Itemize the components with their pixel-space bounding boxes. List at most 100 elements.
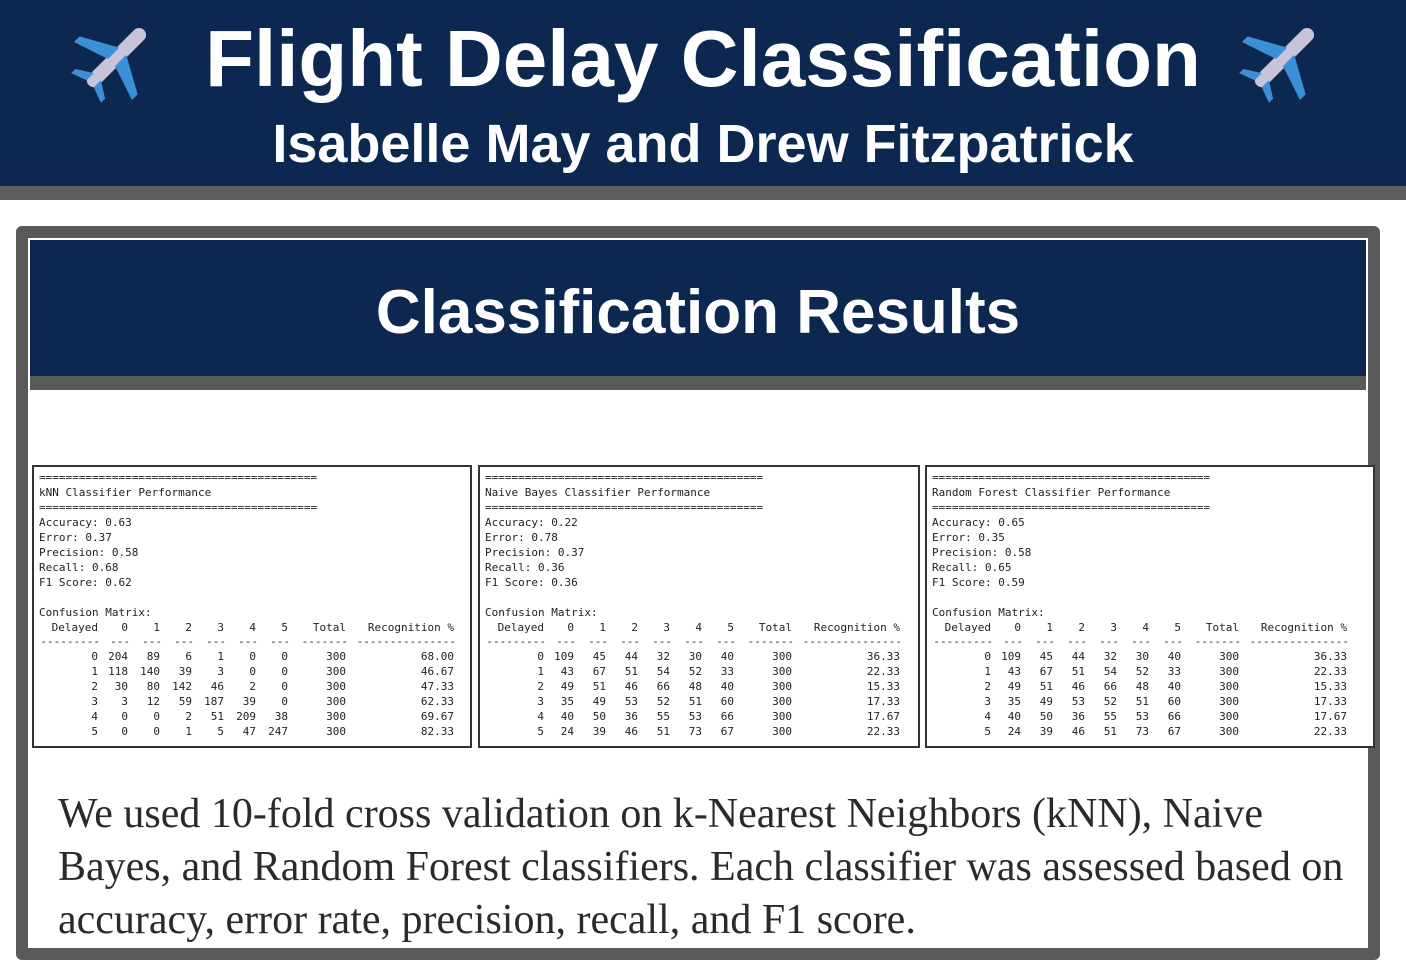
matrix-cell: 0: [281, 650, 288, 663]
rule: ========================================…: [39, 471, 318, 484]
matrix-cell: 5: [537, 725, 544, 738]
column-rule: ---: [652, 635, 672, 648]
matrix-cell: 89: [146, 650, 160, 663]
column-rule: ---: [620, 635, 640, 648]
matrix-cell: 0: [984, 650, 991, 663]
matrix-cell: 300: [1219, 695, 1239, 708]
matrix-cell: 40: [1167, 650, 1181, 663]
matrix-cell: 22.33: [1313, 725, 1347, 738]
matrix-cell: 53: [1135, 710, 1149, 723]
metric: F1 Score: 0.62: [39, 576, 132, 589]
matrix-cell: 4: [91, 710, 98, 723]
matrix-cell: 53: [688, 710, 702, 723]
matrix-cell: 300: [1219, 710, 1239, 723]
matrix-cell: 2: [249, 680, 256, 693]
matrix-cell: 60: [1167, 695, 1181, 708]
column-rule: ---: [588, 635, 608, 648]
metric: Error: 0.35: [932, 531, 1005, 544]
matrix-cell: 2: [185, 710, 192, 723]
matrix-cell: 50: [592, 710, 606, 723]
matrix-cell: 17.33: [1313, 695, 1347, 708]
matrix-cell: 0: [153, 710, 160, 723]
airplane-icon: [71, 27, 147, 103]
matrix-cell: 140: [140, 665, 160, 678]
matrix-cell: 51: [624, 665, 638, 678]
matrix-cell: 300: [326, 725, 346, 738]
column-rule: ---------------: [356, 635, 456, 648]
column-header: Total: [1205, 621, 1239, 634]
matrix-cell: 40: [720, 680, 734, 693]
matrix-cell: 204: [108, 650, 128, 663]
matrix-cell: 36.33: [1313, 650, 1347, 663]
matrix-cell: 300: [326, 650, 346, 663]
matrix-cell: 0: [249, 665, 256, 678]
column-header: Delayed: [51, 621, 98, 634]
matrix-cell: 2: [91, 680, 98, 693]
column-header: 0: [567, 621, 574, 634]
matrix-cell: 45: [1039, 650, 1053, 663]
matrix-cell: 51: [592, 680, 606, 693]
matrix-cell: 47: [242, 725, 256, 738]
column-header: 5: [727, 621, 734, 634]
matrix-cell: 49: [1007, 680, 1021, 693]
metric: Precision: 0.58: [932, 546, 1032, 559]
column-rule: -------: [301, 635, 348, 648]
matrix-cell: 62.33: [420, 695, 454, 708]
matrix-cell: 209: [236, 710, 256, 723]
matrix-cell: 46: [624, 725, 638, 738]
matrix-cell: 32: [656, 650, 670, 663]
column-rule: ---: [206, 635, 226, 648]
matrix-cell: 51: [688, 695, 702, 708]
rule: ========================================…: [485, 501, 764, 514]
column-header: 2: [631, 621, 638, 634]
matrix-cell: 67: [592, 665, 606, 678]
column-header: 3: [663, 621, 670, 634]
matrix-cell: 53: [1071, 695, 1085, 708]
matrix-cell: 300: [326, 680, 346, 693]
matrix-cell: 3: [537, 695, 544, 708]
matrix-cell: 46: [1071, 680, 1085, 693]
column-rule: ---: [174, 635, 194, 648]
column-header: Total: [758, 621, 792, 634]
matrix-cell: 300: [1219, 650, 1239, 663]
column-header: 4: [695, 621, 702, 634]
matrix-cell: 4: [537, 710, 544, 723]
column-rule: ---: [238, 635, 258, 648]
matrix-cell: 35: [560, 695, 574, 708]
matrix-cell: 3: [984, 695, 991, 708]
column-header: 4: [249, 621, 256, 634]
column-header: 0: [121, 621, 128, 634]
column-header: 2: [1078, 621, 1085, 634]
matrix-cell: 66: [1167, 710, 1181, 723]
panel-title: Random Forest Classifier Performance: [932, 486, 1171, 499]
matrix-cell: 30: [1135, 650, 1149, 663]
matrix-cell: 300: [772, 710, 792, 723]
matrix-cell: 22.33: [866, 665, 900, 678]
column-header: 4: [1142, 621, 1149, 634]
matrix-cell: 30: [688, 650, 702, 663]
matrix-cell: 51: [1103, 725, 1117, 738]
metric: Recall: 0.36: [485, 561, 565, 574]
column-header: Recognition %: [1260, 621, 1347, 634]
matrix-cell: 46: [210, 680, 224, 693]
matrix-cell: 300: [772, 725, 792, 738]
metric: Recall: 0.65: [932, 561, 1012, 574]
matrix-cell: 17.67: [866, 710, 900, 723]
matrix-cell: 0: [91, 650, 98, 663]
matrix-cell: 33: [720, 665, 734, 678]
matrix-title: Confusion Matrix:: [932, 606, 1045, 619]
header: Flight Delay Classification Isabelle May…: [0, 0, 1406, 200]
matrix-cell: 3: [217, 665, 224, 678]
matrix-cell: 73: [1135, 725, 1149, 738]
matrix-cell: 33: [1167, 665, 1181, 678]
matrix-cell: 54: [656, 665, 670, 678]
matrix-cell: 0: [281, 680, 288, 693]
matrix-cell: 300: [1219, 725, 1239, 738]
matrix-cell: 300: [326, 665, 346, 678]
matrix-cell: 39: [242, 695, 256, 708]
matrix-cell: 15.33: [866, 680, 900, 693]
matrix-cell: 0: [249, 650, 256, 663]
column-rule: -------: [1194, 635, 1241, 648]
matrix-cell: 300: [772, 665, 792, 678]
matrix-cell: 38: [274, 710, 288, 723]
